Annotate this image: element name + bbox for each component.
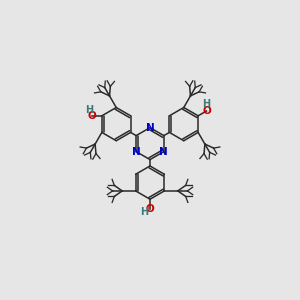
Text: H: H — [202, 99, 211, 109]
Text: N: N — [146, 123, 154, 133]
Text: N: N — [160, 147, 168, 157]
Text: H: H — [85, 105, 93, 115]
Text: O: O — [88, 111, 97, 121]
Text: O: O — [146, 204, 154, 214]
Text: H: H — [140, 207, 148, 217]
Text: N: N — [132, 147, 140, 157]
Text: O: O — [202, 106, 211, 116]
